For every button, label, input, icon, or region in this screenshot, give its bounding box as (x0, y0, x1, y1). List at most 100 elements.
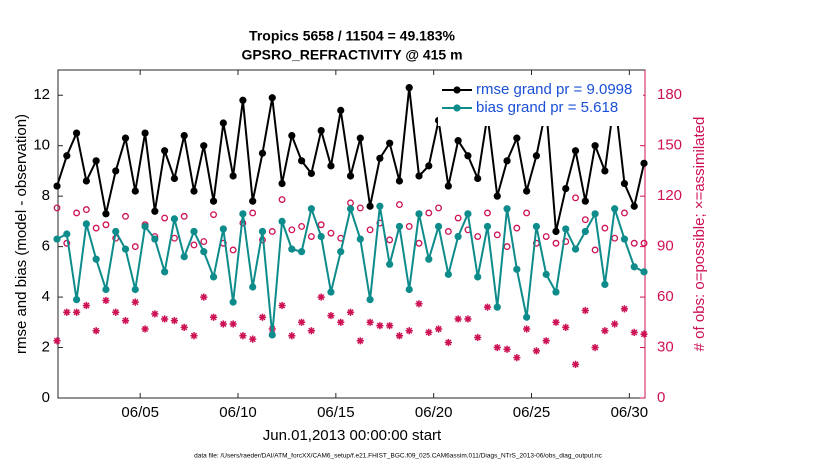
obs-assimilated (366, 318, 374, 326)
obs-possible (268, 228, 276, 235)
obs-possible (161, 214, 169, 222)
obs-assimilated (454, 315, 462, 323)
x-axis-label: Jun.01,2013 00:00:00 start (263, 427, 442, 444)
data-point (376, 154, 384, 162)
data-point (562, 184, 570, 193)
obs-assimilated (405, 327, 413, 335)
data-point (366, 296, 374, 304)
obs-possible (386, 236, 394, 244)
data-point (229, 172, 237, 180)
data-point (395, 177, 404, 185)
obs-assimilated (72, 308, 81, 316)
data-point (92, 157, 100, 165)
data-point (249, 283, 257, 291)
data-point (395, 222, 404, 231)
data-point (474, 273, 482, 281)
data-point (151, 207, 159, 215)
data-point (356, 134, 364, 142)
obs-possible (92, 224, 100, 232)
data-point (190, 187, 198, 195)
obs-assimilated (532, 347, 541, 355)
obs-possible (73, 209, 81, 217)
x-tick-label: 06/20 (415, 404, 453, 421)
data-point (327, 288, 335, 296)
data-point (513, 265, 521, 273)
y-tick-label: 0 (42, 389, 50, 406)
y-tick-label: 12 (33, 86, 50, 103)
data-point (405, 84, 413, 92)
y2-tick-label: 30 (657, 339, 674, 356)
data-point (356, 235, 364, 243)
data-point (239, 96, 247, 104)
data-point (464, 210, 472, 218)
data-point (513, 134, 521, 142)
data-point (366, 202, 374, 210)
obs-assimilated (239, 332, 247, 340)
data-point (464, 152, 472, 160)
obs-assimilated (337, 318, 345, 326)
obs-assimilated (141, 325, 149, 333)
data-point (434, 222, 443, 231)
obs-possible (601, 224, 609, 232)
x-tick-label: 06/25 (513, 404, 551, 421)
data-point (601, 167, 609, 175)
data-point (151, 235, 159, 243)
y-tick-label: 6 (42, 238, 50, 255)
obs-possible (591, 246, 599, 254)
y2-tick-label: 180 (657, 86, 682, 103)
data-point (249, 197, 257, 205)
obs-assimilated (552, 318, 560, 326)
data-point (161, 147, 169, 155)
data-point (63, 230, 71, 238)
legend-label: bias grand pr = 5.618 (476, 99, 618, 116)
obs-assimilated (307, 327, 315, 335)
data-point (571, 147, 580, 155)
data-point (229, 298, 237, 306)
data-point (278, 179, 286, 188)
y2-tick-label: 60 (657, 288, 674, 305)
obs-assimilated (219, 320, 227, 328)
data-point (72, 129, 81, 137)
obs-assimilated (483, 303, 492, 311)
data-point (503, 205, 511, 213)
data-point (200, 142, 208, 150)
obs-possible (523, 209, 531, 217)
data-point (327, 162, 335, 170)
data-point (219, 119, 227, 127)
obs-assimilated (474, 333, 482, 342)
x-tick-label: 06/05 (121, 404, 159, 421)
data-point (72, 296, 81, 304)
data-point (444, 182, 452, 190)
obs-possible (621, 209, 628, 217)
data-point (121, 134, 130, 142)
data-point (611, 205, 619, 213)
legend-marker (453, 104, 461, 112)
data-point (454, 232, 462, 241)
data-point (630, 202, 638, 210)
data-point (483, 222, 492, 231)
data-point (337, 248, 345, 256)
obs-assimilated (131, 298, 139, 306)
obs-assimilated (346, 308, 355, 316)
data-point (640, 159, 648, 167)
data-point (386, 260, 394, 268)
data-point (630, 263, 638, 271)
data-point (405, 285, 413, 294)
data-point (532, 222, 541, 231)
data-point (63, 152, 71, 160)
data-point (552, 288, 560, 296)
data-point (552, 227, 560, 236)
obs-assimilated (493, 343, 501, 352)
obs-assimilated (611, 320, 619, 328)
footnote: data file: /Users/raeder/DAI/ATM_forcXX/… (194, 453, 603, 460)
obs-assimilated (620, 305, 629, 313)
obs-assimilated (513, 354, 521, 362)
obs-possible (200, 238, 208, 246)
obs-assimilated (591, 343, 599, 352)
obs-assimilated (121, 317, 130, 325)
obs-assimilated (209, 313, 218, 321)
legend-label: rmse grand pr = 9.0998 (476, 81, 632, 98)
chart-subtitle: GPSRO_REFRACTIVITY @ 415 m (241, 47, 462, 63)
data-point (571, 245, 580, 253)
obs-possible (425, 209, 433, 217)
